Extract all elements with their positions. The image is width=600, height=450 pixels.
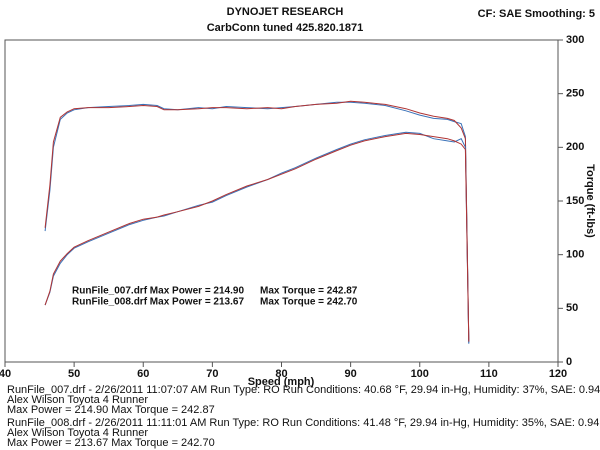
y-tick-label: 150 <box>566 195 584 207</box>
annotation: RunFile_007.drf Max Power = 214.90 <box>72 286 244 297</box>
annotation: RunFile_008.drf Max Power = 213.67 <box>72 297 244 308</box>
annotation: Max Torque = 242.70 <box>260 297 358 308</box>
run-info: RunFile_007.drf - 2/26/2011 11:07:07 AM … <box>7 384 600 449</box>
settings-note: CF: SAE Smoothing: 5 <box>478 8 595 20</box>
y-tick-label: 300 <box>566 34 584 46</box>
run-info-line: Alex Wilson Toyota 4 Runner <box>7 394 148 406</box>
y-tick-label: 50 <box>566 302 578 314</box>
y-tick-label: 200 <box>566 141 584 153</box>
chart-subtitle: CarbConn tuned 425.820.1871 <box>207 22 364 34</box>
data-line <box>44 131 470 344</box>
x-tick-label: 40 <box>0 368 11 380</box>
data-line <box>44 132 470 342</box>
x-tick-label: 120 <box>549 368 567 380</box>
data-line <box>44 101 470 343</box>
x-tick-label: 80 <box>275 368 287 380</box>
y-tick-label: 250 <box>566 88 584 100</box>
x-tick-label: 60 <box>137 368 149 380</box>
run-info-line: Alex Wilson Toyota 4 Runner <box>7 427 148 439</box>
x-tick-label: 50 <box>68 368 80 380</box>
plot-frame <box>4 39 559 363</box>
run-info-line: RunFile_008.drf - 2/26/2011 11:11:01 AM … <box>7 417 599 429</box>
run-info-line: Max Power = 213.67 Max Torque = 242.70 <box>7 437 215 449</box>
y-tick-label: 100 <box>566 249 584 261</box>
y-tick-label: 0 <box>566 356 572 368</box>
annotation: Max Torque = 242.87 <box>260 286 358 297</box>
x-axis-label: Speed (mph) <box>248 376 315 388</box>
y-axis-label: Torque (ft-lbs) <box>584 164 596 238</box>
run-info-line: RunFile_007.drf - 2/26/2011 11:07:07 AM … <box>7 384 600 396</box>
x-tick-label: 110 <box>480 368 498 380</box>
x-tick-label: 70 <box>206 368 218 380</box>
x-tick-label: 90 <box>345 368 357 380</box>
data-line <box>44 100 470 341</box>
x-tick-label: 100 <box>411 368 429 380</box>
run-info-line: Max Power = 214.90 Max Torque = 242.87 <box>7 404 215 416</box>
chart-title: DYNOJET RESEARCH <box>227 6 344 18</box>
